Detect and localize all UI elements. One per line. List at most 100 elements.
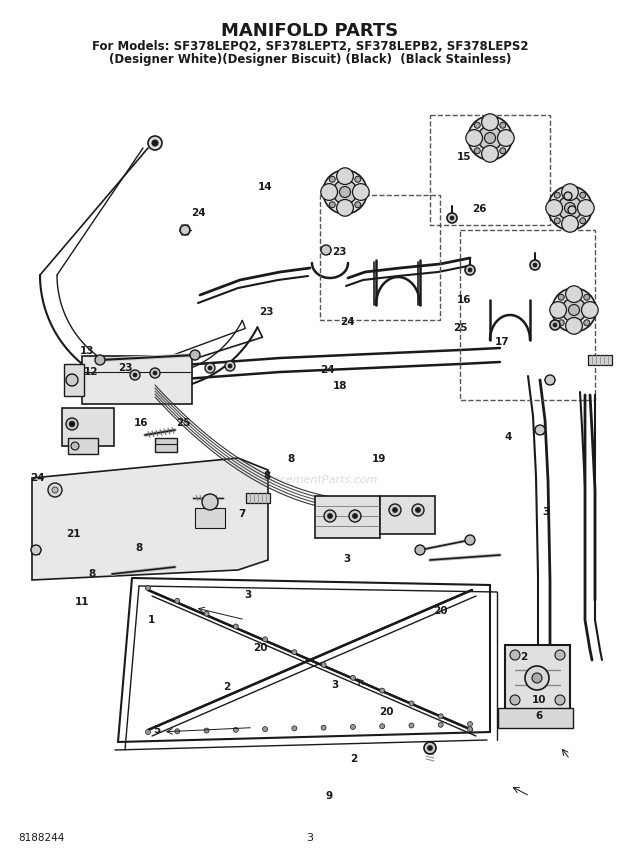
Circle shape bbox=[204, 611, 209, 616]
Circle shape bbox=[66, 418, 78, 430]
Bar bbox=[430, 115, 550, 225]
Circle shape bbox=[323, 170, 367, 214]
Circle shape bbox=[321, 245, 331, 255]
Text: 20: 20 bbox=[433, 606, 448, 616]
Circle shape bbox=[150, 368, 160, 378]
Circle shape bbox=[552, 288, 596, 332]
Circle shape bbox=[580, 217, 586, 223]
Text: MANIFOLD PARTS: MANIFOLD PARTS bbox=[221, 22, 399, 40]
Circle shape bbox=[69, 421, 74, 426]
Circle shape bbox=[535, 425, 545, 435]
Circle shape bbox=[554, 217, 560, 223]
Circle shape bbox=[415, 545, 425, 555]
Circle shape bbox=[340, 187, 350, 198]
Circle shape bbox=[349, 510, 361, 522]
Circle shape bbox=[263, 727, 268, 732]
Circle shape bbox=[409, 701, 414, 706]
Circle shape bbox=[564, 203, 575, 213]
Text: 4: 4 bbox=[505, 432, 512, 443]
Text: 11: 11 bbox=[75, 597, 90, 607]
Circle shape bbox=[565, 286, 582, 302]
Circle shape bbox=[324, 510, 336, 522]
Text: 23: 23 bbox=[118, 363, 133, 373]
Text: 15: 15 bbox=[456, 152, 471, 162]
Circle shape bbox=[350, 675, 355, 681]
Circle shape bbox=[568, 206, 576, 214]
Circle shape bbox=[233, 624, 238, 629]
Circle shape bbox=[71, 442, 79, 450]
Text: 3: 3 bbox=[343, 554, 351, 564]
Text: 13: 13 bbox=[79, 346, 94, 356]
Bar bbox=[505, 645, 570, 710]
Text: 16: 16 bbox=[456, 295, 471, 306]
Text: 6: 6 bbox=[536, 710, 543, 721]
Circle shape bbox=[130, 370, 140, 380]
Circle shape bbox=[438, 722, 443, 728]
Text: 2: 2 bbox=[350, 754, 357, 764]
Circle shape bbox=[555, 695, 565, 705]
Circle shape bbox=[565, 318, 582, 334]
Circle shape bbox=[412, 504, 424, 516]
Bar bbox=[320, 195, 440, 320]
Circle shape bbox=[52, 487, 58, 493]
Circle shape bbox=[584, 294, 590, 300]
Text: For Models: SF378LEPQ2, SF378LEPT2, SF378LEPB2, SF378LEPS2: For Models: SF378LEPQ2, SF378LEPT2, SF37… bbox=[92, 40, 528, 53]
Circle shape bbox=[482, 146, 498, 162]
Text: 26: 26 bbox=[472, 204, 487, 214]
Circle shape bbox=[465, 265, 475, 275]
Text: 20: 20 bbox=[253, 643, 268, 653]
Circle shape bbox=[153, 371, 157, 375]
Text: 1: 1 bbox=[148, 615, 156, 625]
Text: 25: 25 bbox=[176, 418, 191, 428]
Circle shape bbox=[562, 298, 586, 322]
Text: 17: 17 bbox=[495, 337, 510, 348]
Circle shape bbox=[225, 361, 235, 371]
Circle shape bbox=[202, 494, 218, 510]
Bar bbox=[246, 493, 270, 503]
Circle shape bbox=[584, 320, 590, 326]
Text: 12: 12 bbox=[84, 367, 99, 377]
Text: 14: 14 bbox=[258, 181, 273, 192]
Circle shape bbox=[350, 724, 355, 729]
Text: (Designer White)(Designer Biscuit) (Black)  (Black Stainless): (Designer White)(Designer Biscuit) (Blac… bbox=[109, 53, 511, 66]
Text: 5: 5 bbox=[153, 725, 161, 735]
Text: 16: 16 bbox=[134, 418, 149, 428]
Circle shape bbox=[466, 129, 482, 146]
Circle shape bbox=[468, 116, 512, 160]
Text: 18: 18 bbox=[332, 381, 347, 391]
Polygon shape bbox=[32, 458, 268, 580]
Circle shape bbox=[233, 728, 238, 733]
Text: 20: 20 bbox=[379, 707, 394, 717]
Bar bbox=[498, 708, 573, 728]
Text: 7: 7 bbox=[238, 508, 246, 519]
Bar bbox=[64, 364, 84, 396]
Text: 3: 3 bbox=[244, 590, 252, 600]
Text: 24: 24 bbox=[340, 317, 355, 327]
Circle shape bbox=[484, 133, 495, 144]
Circle shape bbox=[497, 129, 514, 146]
Circle shape bbox=[474, 122, 480, 128]
Circle shape bbox=[533, 263, 537, 267]
Text: 3: 3 bbox=[306, 833, 314, 843]
Circle shape bbox=[510, 695, 520, 705]
Text: 3: 3 bbox=[542, 507, 549, 517]
Circle shape bbox=[329, 202, 335, 208]
Circle shape bbox=[558, 294, 564, 300]
Circle shape bbox=[450, 216, 454, 220]
Circle shape bbox=[478, 126, 502, 150]
Circle shape bbox=[146, 586, 151, 591]
Circle shape bbox=[474, 148, 480, 154]
Circle shape bbox=[550, 301, 567, 318]
Circle shape bbox=[327, 514, 332, 519]
Circle shape bbox=[146, 729, 151, 734]
Circle shape bbox=[353, 184, 369, 200]
Circle shape bbox=[525, 666, 549, 690]
Text: 21: 21 bbox=[66, 529, 81, 539]
Text: 10: 10 bbox=[532, 695, 547, 705]
Circle shape bbox=[321, 184, 337, 200]
Circle shape bbox=[530, 260, 540, 270]
Circle shape bbox=[355, 202, 361, 208]
Circle shape bbox=[392, 508, 397, 513]
Text: 2: 2 bbox=[520, 652, 528, 663]
Circle shape bbox=[569, 305, 580, 316]
